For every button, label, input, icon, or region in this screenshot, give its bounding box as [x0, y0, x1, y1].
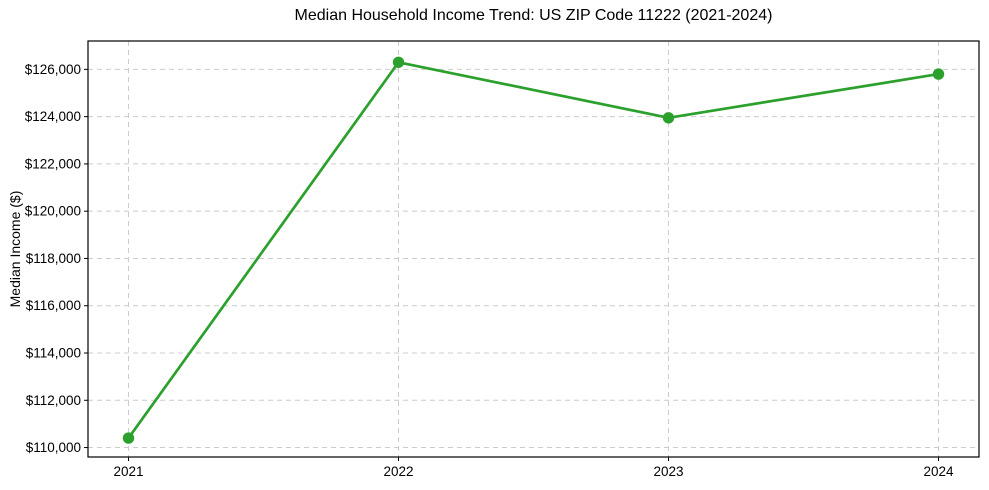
data-point-marker [932, 68, 945, 80]
y-tick-label: $116,000 [26, 298, 81, 313]
y-tick-label: $112,000 [26, 393, 81, 408]
y-tick-label: $114,000 [26, 346, 81, 361]
chart-title: Median Household Income Trend: US ZIP Co… [294, 7, 773, 24]
x-tick-label: 2024 [923, 464, 954, 479]
data-line [127, 60, 940, 440]
y-axis-label: Median Income ($) [7, 190, 23, 308]
y-tick-label: $118,000 [26, 251, 81, 266]
x-tick-label: 2023 [653, 464, 683, 479]
y-tick-label: $110,000 [26, 440, 81, 455]
y-tick-label: $120,000 [25, 204, 81, 219]
plot-border [87, 40, 980, 458]
data-point-marker [392, 56, 405, 68]
x-tick-label: 2022 [383, 464, 413, 479]
y-tick-label: $122,000 [25, 156, 81, 171]
plot-background [88, 41, 979, 457]
data-point-marker [662, 112, 675, 124]
x-tick-label: 2021 [113, 464, 143, 479]
y-tick-label: $126,000 [25, 62, 81, 77]
data-point-marker [122, 432, 135, 444]
y-tick-label: $124,000 [25, 109, 81, 124]
